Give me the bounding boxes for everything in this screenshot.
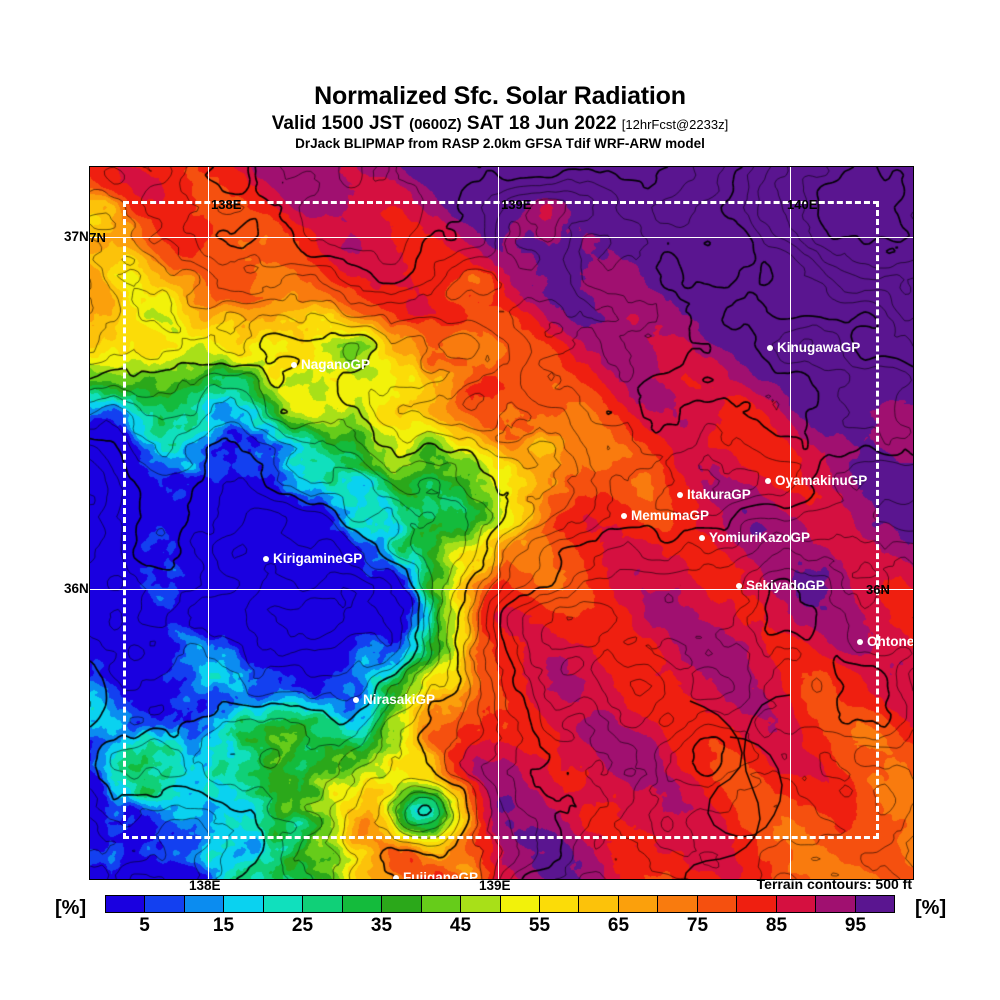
station-dot-icon [263, 555, 269, 562]
colorbar-segment [421, 896, 462, 912]
colorbar-tick-label: 35 [370, 915, 393, 936]
colorbar-segment [539, 896, 580, 912]
station-dot-icon [393, 874, 399, 879]
station-label: SekiyadoGP [746, 578, 825, 593]
station-marker[interactable]: KirigamineGP [263, 552, 362, 566]
page-title: Normalized Sfc. Solar Radiation [314, 82, 686, 110]
station-dot-icon [857, 638, 863, 645]
axis-label: 138E [189, 878, 221, 893]
colorbar-segment [303, 896, 343, 912]
station-marker[interactable]: KinugawaGP [767, 341, 860, 355]
axis-label: 37N [64, 229, 89, 244]
map-panel[interactable]: 138E 139E 140E 37N 36N NaganoGP KinugawaGP Itak… [89, 166, 914, 880]
station-dot-icon [699, 534, 705, 541]
station-marker[interactable]: MemumaGP [621, 509, 709, 523]
colorbar-tick-group: 5 15 25 35 45 55 65 75 85 95 [105, 915, 895, 941]
graticule-label: 138E [211, 197, 242, 212]
graticule-label: 37N [89, 230, 106, 245]
colorbar-units-left: [%] [55, 897, 87, 919]
station-dot-icon [765, 477, 771, 484]
colorbar-segment [500, 896, 540, 912]
colorbar-tick-label: 15 [212, 915, 235, 936]
station-marker[interactable]: OyamakinuGP [765, 474, 867, 488]
station-marker[interactable]: ItakuraGP [677, 488, 751, 502]
colorbar-segment [737, 896, 777, 912]
colorbar-segment [382, 896, 422, 912]
station-label: NirasakiGP [363, 692, 436, 707]
station-label: MemumaGP [631, 508, 710, 523]
colorbar-segment [263, 896, 304, 912]
station-dot-icon [353, 696, 359, 703]
graticule-meridian [498, 167, 499, 879]
colorbar-tick-label: 65 [607, 915, 630, 936]
graticule-parallel [90, 589, 913, 590]
graticule-label: 36N [866, 582, 890, 597]
colorbar-segment [106, 896, 146, 912]
valid-time-line: Valid 1500 JST (0600Z) SAT 18 Jun 2022 [… [0, 114, 1000, 133]
station-label: YomiuriKazoGP [709, 530, 811, 545]
terrain-contour-note: Terrain contours: 500 ft [756, 876, 912, 892]
station-dot-icon [621, 512, 627, 519]
colorbar[interactable] [105, 895, 895, 913]
colorbar-segment [145, 896, 185, 912]
title-block: Normalized Sfc. Solar Radiation Valid 15… [0, 84, 1000, 151]
colorbar-segment [697, 896, 738, 912]
station-label: OhtoneGP [867, 634, 914, 649]
colorbar-segment [618, 896, 659, 912]
station-dot-icon [291, 361, 297, 368]
station-dot-icon [767, 344, 773, 351]
station-label: OyamakinuGP [775, 473, 868, 488]
station-dot-icon [677, 491, 683, 498]
valid-date: SAT 18 Jun 2022 [461, 113, 622, 134]
colorbar-segment [855, 896, 895, 912]
graticule-meridian [208, 167, 209, 879]
station-label: FujiganeGP [403, 870, 479, 880]
axis-label: 36N [64, 581, 89, 596]
station-label: NaganoGP [301, 357, 371, 372]
station-label: KirigamineGP [273, 551, 363, 566]
colorbar-tick-label: 25 [291, 915, 314, 936]
station-dot-icon [736, 582, 742, 589]
colorbar-segment [461, 896, 501, 912]
station-marker[interactable]: NaganoGP [291, 358, 370, 372]
station-marker[interactable]: NirasakiGP [353, 693, 435, 707]
colorbar-segment [224, 896, 264, 912]
model-source-line: DrJack BLIPMAP from RASP 2.0km GFSA Tdif… [295, 136, 705, 151]
valid-time-prefix: Valid 1500 JST [271, 113, 410, 134]
colorbar-tick-label: 45 [449, 915, 472, 936]
station-marker[interactable]: SekiyadoGP [736, 579, 825, 593]
colorbar-tick-label: 75 [686, 915, 709, 936]
colorbar-tick-label: 55 [528, 915, 551, 936]
station-label: KinugawaGP [777, 340, 861, 355]
station-marker[interactable]: YomiuriKazoGP [699, 531, 810, 545]
graticule-meridian [790, 167, 791, 879]
forecast-domain-box [123, 201, 879, 839]
valid-time-utc: (0600Z) [409, 116, 462, 133]
graticule-label: 139E [501, 197, 532, 212]
graticule-parallel [90, 237, 913, 238]
colorbar-units-right: [%] [915, 897, 947, 919]
colorbar-segment [184, 896, 225, 912]
colorbar-segment [816, 896, 856, 912]
forecast-tag: [12hrFcst@2233z] [621, 117, 729, 132]
graticule-label: 140E [787, 197, 818, 212]
solar-radiation-field [90, 167, 913, 879]
colorbar-tick-label: 5 [139, 915, 150, 936]
colorbar-segment [579, 896, 619, 912]
colorbar-segment [658, 896, 698, 912]
colorbar-segment [776, 896, 817, 912]
axis-label: 139E [479, 878, 511, 893]
map-overlay: 138E 139E 140E 37N 36N NaganoGP KinugawaGP Itak… [90, 167, 913, 879]
station-marker[interactable]: OhtoneGP [857, 634, 914, 649]
colorbar-tick-label: 85 [765, 915, 788, 936]
colorbar-segment [342, 896, 383, 912]
station-marker[interactable]: FujiganeGP [393, 870, 479, 880]
colorbar-tick-label: 95 [844, 915, 867, 936]
station-label: ItakuraGP [687, 487, 751, 502]
